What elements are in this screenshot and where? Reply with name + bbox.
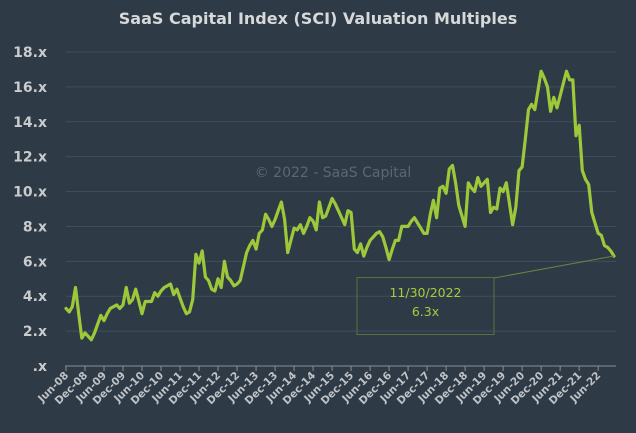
annotation-leader-line [493, 255, 615, 279]
y-axis-labels: .x 2.x 4.x 6.x 8.x 10.x 12.x 14.x 16.x 18.x [13, 45, 47, 375]
y-tick-label: 8.x [23, 219, 47, 235]
y-tick-label: 16.x [13, 80, 47, 96]
y-tick-label: 2.x [23, 324, 47, 340]
gridlines [66, 51, 616, 332]
annotation-value: 6.3x [412, 304, 439, 319]
annotation-box [356, 277, 495, 335]
y-tick-label: 6.x [23, 254, 47, 270]
annotation-callout: 11/30/2022 6.3x [356, 255, 615, 335]
y-tick-label: 18.x [13, 45, 47, 61]
y-tick-label: 12.x [13, 150, 47, 166]
y-tick-label: 4.x [23, 289, 47, 305]
watermark: © 2022 - SaaS Capital [255, 165, 412, 181]
y-tick-label: 14.x [13, 115, 47, 131]
series-line-sci [64, 69, 616, 342]
y-tick-label: .x [33, 359, 47, 375]
y-tick-label: 10.x [13, 185, 47, 201]
chart-title: SaaS Capital Index (SCI) Valuation Multi… [119, 9, 517, 28]
annotation-date: 11/30/2022 [389, 285, 461, 300]
